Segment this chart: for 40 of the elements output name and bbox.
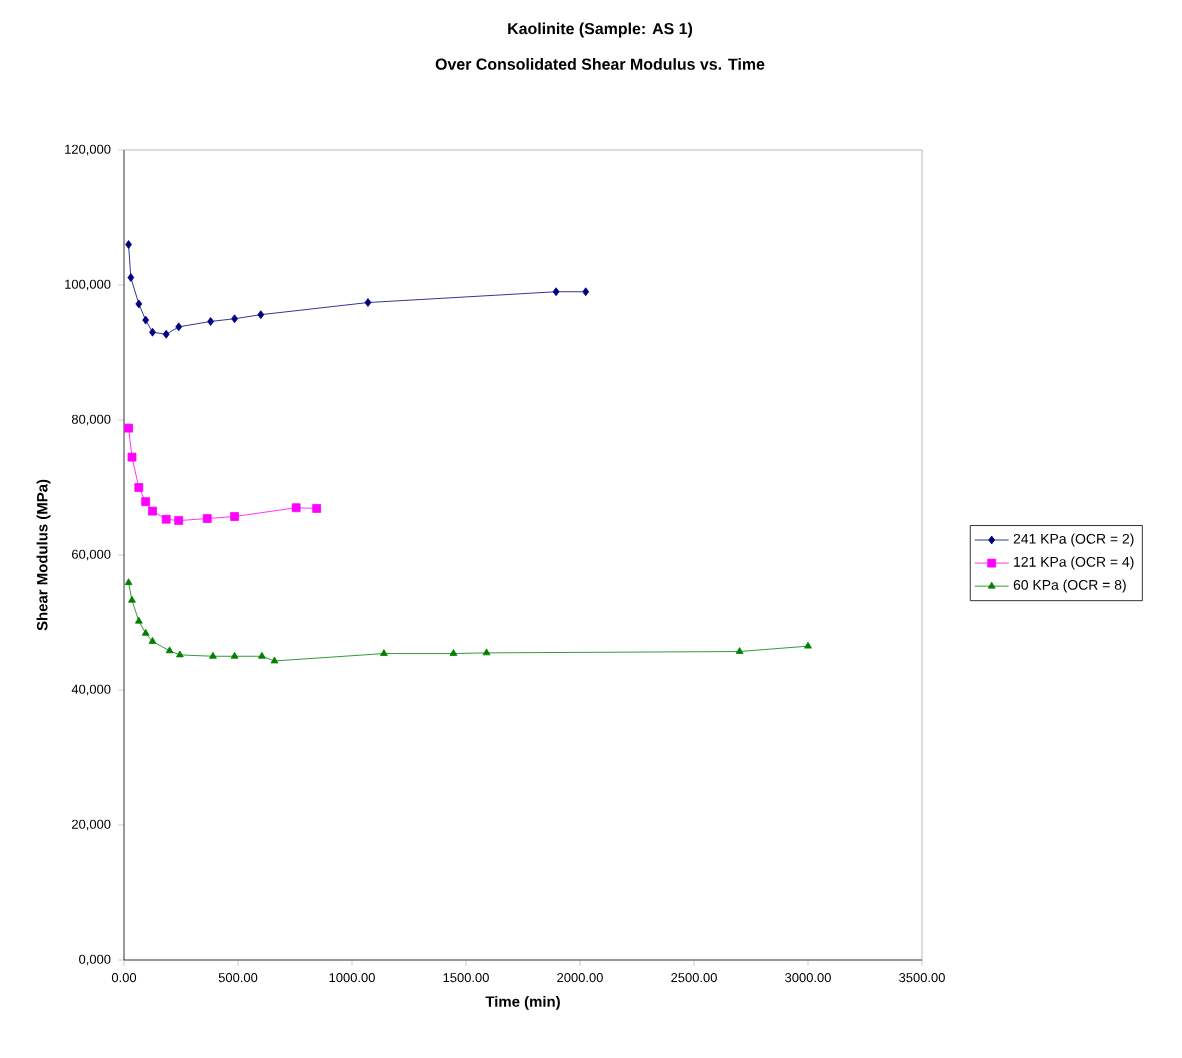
point bbox=[149, 327, 156, 337]
point bbox=[364, 298, 372, 307]
point bbox=[209, 651, 217, 659]
point bbox=[128, 595, 136, 603]
point bbox=[582, 287, 590, 297]
point bbox=[134, 483, 144, 492]
point bbox=[270, 656, 279, 664]
point bbox=[141, 497, 151, 507]
point bbox=[148, 637, 157, 644]
point bbox=[202, 514, 212, 523]
point bbox=[230, 512, 239, 521]
point bbox=[552, 287, 560, 297]
point bbox=[135, 299, 143, 309]
point bbox=[165, 646, 174, 654]
point bbox=[161, 514, 171, 524]
point bbox=[735, 647, 744, 654]
point bbox=[804, 641, 812, 649]
point bbox=[176, 650, 184, 658]
point bbox=[127, 273, 135, 282]
point bbox=[380, 649, 388, 656]
point bbox=[230, 651, 239, 659]
point bbox=[125, 240, 132, 249]
point bbox=[124, 578, 133, 586]
point bbox=[482, 648, 491, 656]
point bbox=[127, 452, 137, 462]
point bbox=[124, 423, 133, 433]
point bbox=[231, 314, 238, 324]
point bbox=[134, 616, 143, 624]
point bbox=[207, 317, 215, 326]
point bbox=[148, 506, 157, 516]
point bbox=[291, 503, 301, 513]
point bbox=[174, 516, 184, 525]
point bbox=[257, 310, 265, 320]
point bbox=[142, 315, 150, 325]
point bbox=[449, 649, 458, 656]
point bbox=[162, 329, 170, 339]
point bbox=[141, 628, 150, 636]
point bbox=[258, 651, 266, 659]
point bbox=[175, 322, 183, 332]
point bbox=[312, 504, 322, 513]
